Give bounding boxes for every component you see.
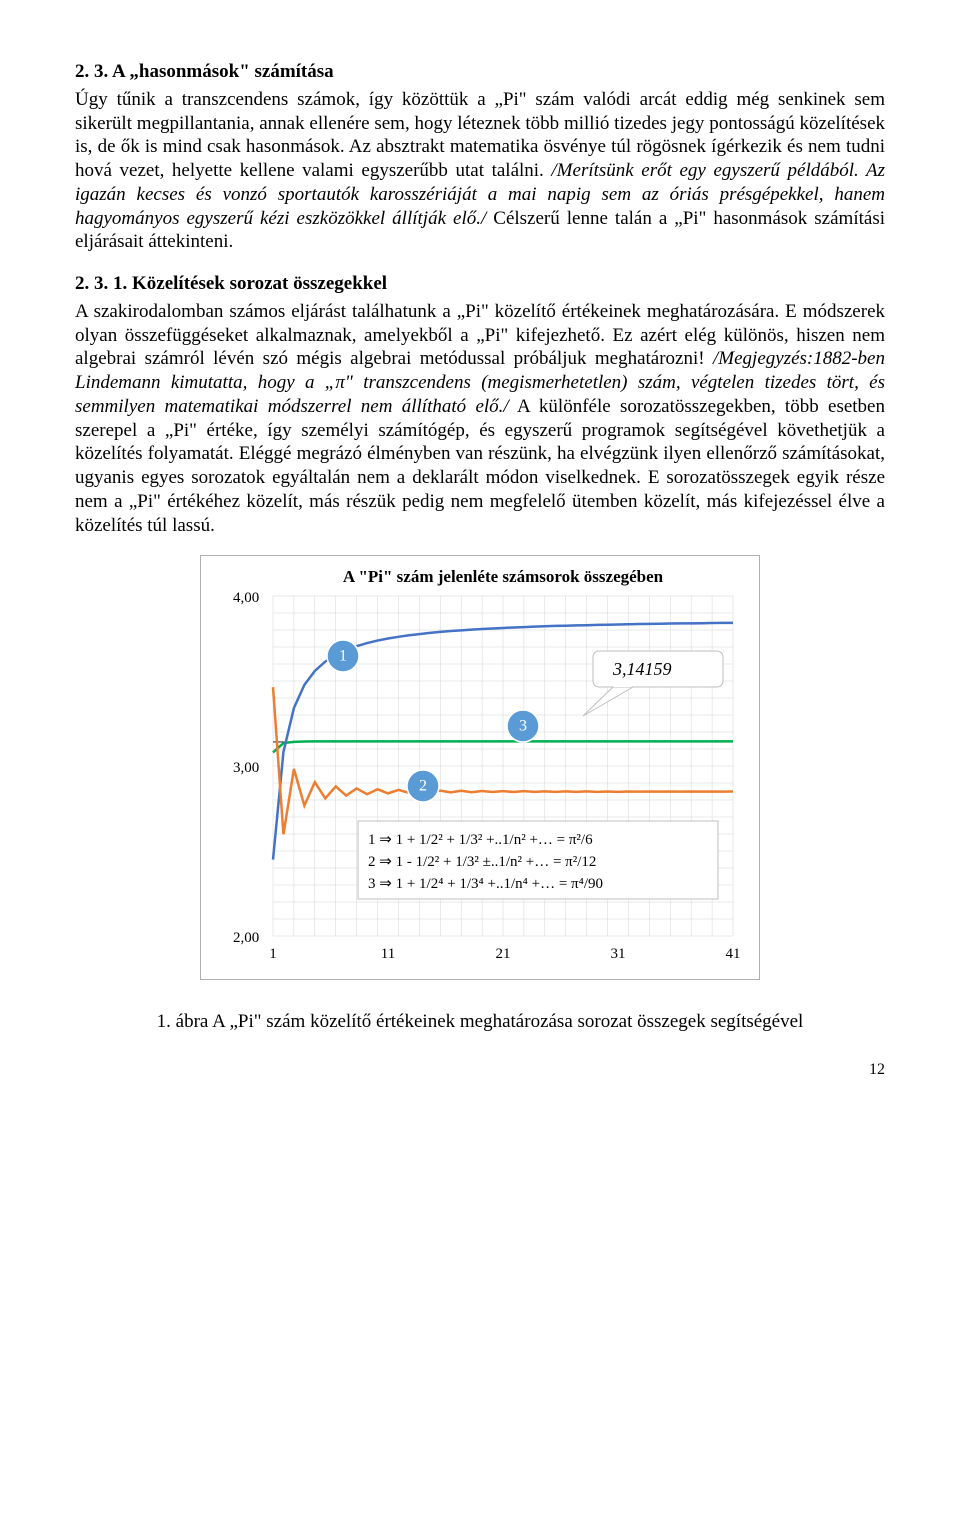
- formulas-box: 1 ⇒ 1 + 1/2² + 1/3² +..1/n² +… = π²/6 2 …: [358, 821, 718, 899]
- section-para-2: A szakirodalomban számos eljárást találh…: [75, 300, 885, 538]
- badge-3: 3: [507, 710, 539, 742]
- badge-2: 2: [407, 770, 439, 802]
- badge-2-text: 2: [419, 778, 427, 795]
- x-label-0: 1: [269, 946, 277, 962]
- x-label-2: 21: [496, 946, 511, 962]
- formula-1: 1 ⇒ 1 + 1/2² + 1/3² +..1/n² +… = π²/6: [368, 832, 593, 848]
- pi-chart-svg: A "Pi" szám jelenléte számsorok összegéb…: [213, 566, 743, 966]
- section-para-1: Úgy tűnik a transzcendens számok, így kö…: [75, 88, 885, 254]
- figure-caption: 1. ábra A „Pi" szám közelítő értékeinek …: [75, 1010, 885, 1034]
- pi-callout-text: 3,14159: [612, 659, 672, 679]
- badge-1: 1: [327, 640, 359, 672]
- pi-callout: 3,14159: [583, 651, 723, 716]
- formula-2: 2 ⇒ 1 - 1/2² + 1/3² ±..1/n² +… = π²/12: [368, 854, 596, 870]
- chart-container: A "Pi" szám jelenléte számsorok összegéb…: [200, 555, 760, 980]
- chart-border: A "Pi" szám jelenléte számsorok összegéb…: [200, 555, 760, 980]
- x-label-1: 11: [381, 946, 395, 962]
- y-label-1: 3,00: [233, 760, 259, 776]
- badge-1-text: 1: [339, 648, 347, 665]
- formula-3: 3 ⇒ 1 + 1/2⁴ + 1/3⁴ +..1/n⁴ +… = π⁴/90: [368, 876, 603, 892]
- section-heading-2: 2. 3. 1. Közelítések sorozat összegekkel: [75, 272, 885, 296]
- x-label-4: 41: [726, 946, 741, 962]
- y-label-0: 4,00: [233, 590, 259, 606]
- page-number: 12: [75, 1060, 885, 1080]
- chart-title: A "Pi" szám jelenléte számsorok összegéb…: [343, 567, 664, 586]
- badge-3-text: 3: [519, 718, 527, 735]
- x-label-3: 31: [611, 946, 626, 962]
- y-label-2: 2,00: [233, 930, 259, 946]
- section-heading-1: 2. 3. A „hasonmások" számítása: [75, 60, 885, 84]
